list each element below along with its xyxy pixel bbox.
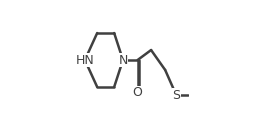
Text: HN: HN: [75, 54, 94, 66]
Text: N: N: [118, 54, 128, 66]
Text: O: O: [133, 86, 142, 99]
Text: S: S: [172, 89, 180, 102]
